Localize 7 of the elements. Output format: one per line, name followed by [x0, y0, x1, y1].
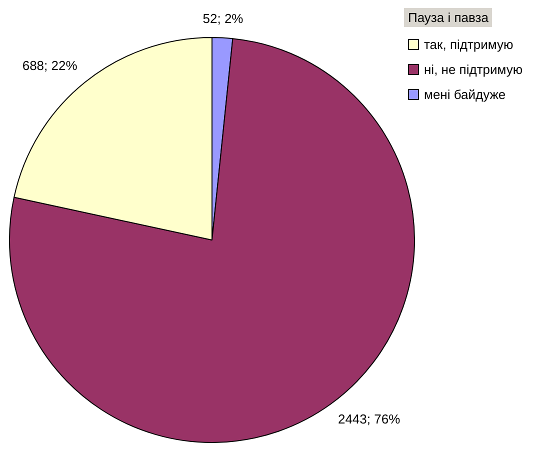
legend-label: ні, не підтримую — [424, 62, 523, 77]
data-label: 52; 2% — [202, 10, 244, 26]
data-label: 2443; 76% — [338, 412, 401, 427]
legend-title: Пауза і павза — [404, 8, 492, 27]
legend-label: мені байдуже — [424, 87, 506, 102]
data-label: 688; 22% — [22, 58, 78, 74]
legend-label: так, підтримую — [424, 37, 514, 52]
